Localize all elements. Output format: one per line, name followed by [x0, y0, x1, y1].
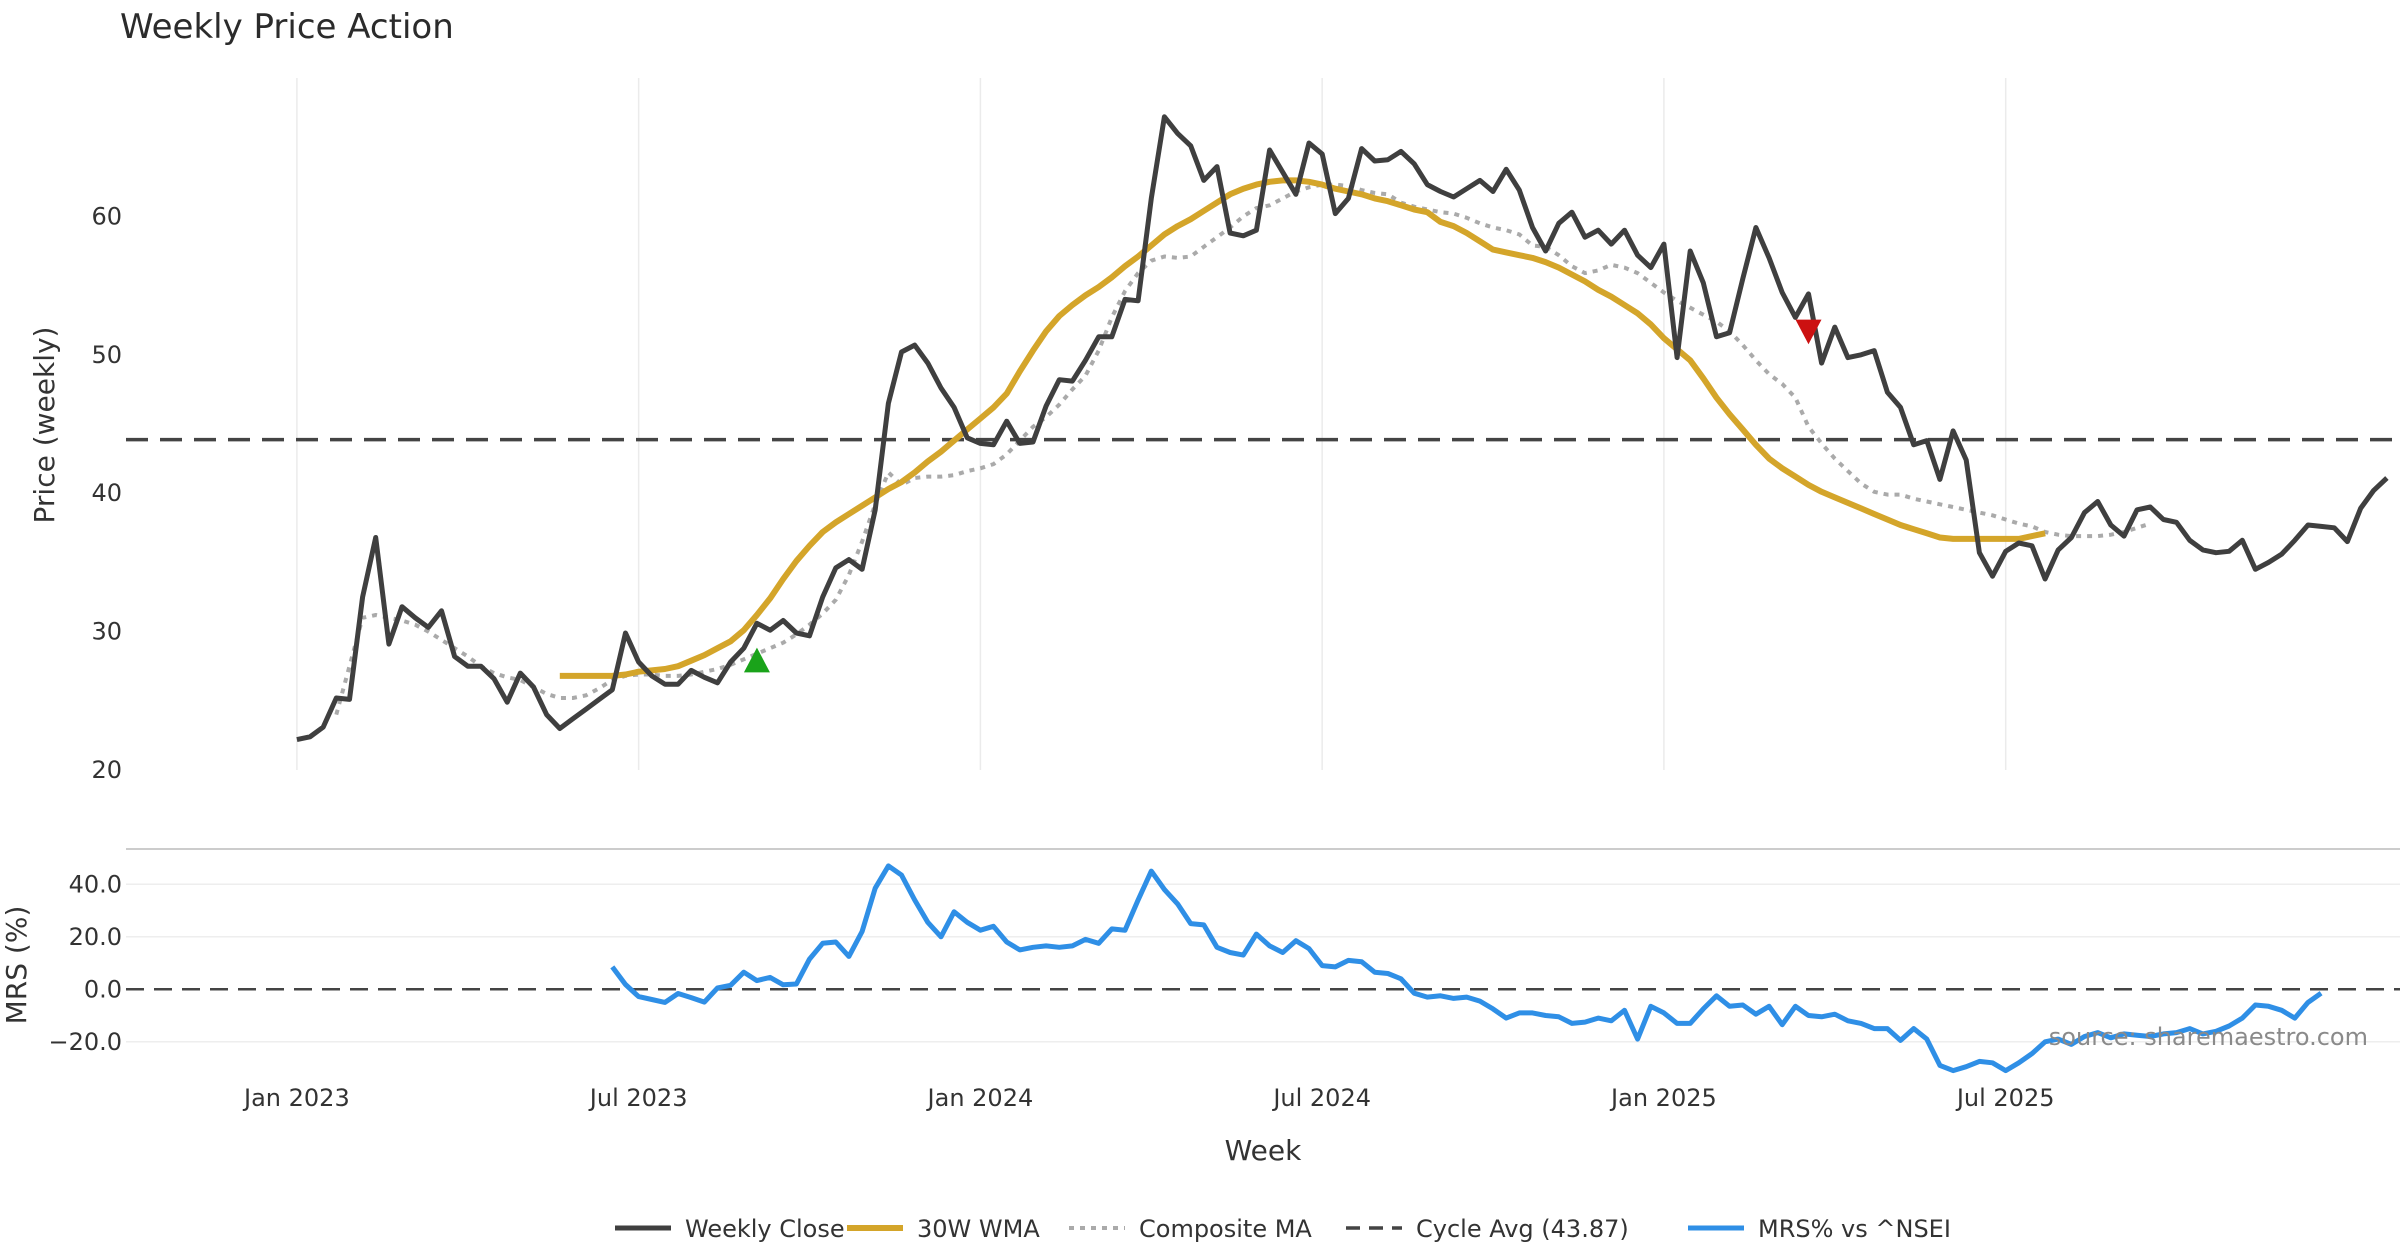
buy-signal-marker	[743, 647, 770, 673]
x-tick-1: Jul 2023	[588, 1084, 688, 1112]
mrs-gridlines	[126, 883, 2400, 1043]
mrs-series	[610, 863, 2323, 1074]
source-annotation: source: sharemaestro.com	[2049, 1023, 2368, 1051]
x-axis-label: Week	[1225, 1134, 1302, 1167]
x-tick-4: Jan 2025	[1609, 1084, 1717, 1112]
x-tick-0: Jan 2023	[242, 1084, 350, 1112]
price-series	[126, 114, 2400, 743]
legend: Weekly Close 30W WMA Composite MA Cycle Avg…	[615, 1215, 1951, 1243]
x-tick-3: Jul 2024	[1271, 1084, 1371, 1112]
legend-label-wma: 30W WMA	[917, 1215, 1040, 1243]
mrs-line	[610, 863, 2323, 1074]
sell-signal-marker	[1795, 319, 1822, 345]
legend-label-close: Weekly Close	[685, 1215, 845, 1243]
mrs-y-tick-2: 20.0	[69, 923, 122, 951]
wma-30w-line	[559, 177, 2046, 679]
price-y-axis-label: Price (weekly)	[28, 327, 61, 524]
x-tick-5: Jul 2025	[1955, 1084, 2055, 1112]
price-y-tick-40: 40	[91, 479, 122, 507]
legend-label-composite: Composite MA	[1139, 1215, 1312, 1243]
mrs-y-axis-label: MRS (%)	[0, 906, 33, 1025]
x-tick-2: Jan 2024	[926, 1084, 1034, 1112]
mrs-y-tick-1: 0.0	[84, 975, 122, 1003]
composite-ma-line	[334, 182, 2151, 716]
chart-title: Weekly Price Action	[120, 7, 454, 47]
price-y-tick-50: 50	[91, 341, 122, 369]
price-y-ticks: 20 30 40 50 60	[91, 202, 122, 784]
price-y-tick-20: 20	[91, 756, 122, 784]
legend-label-cycle: Cycle Avg (43.87)	[1416, 1215, 1629, 1243]
mrs-y-tick-3: 40.0	[69, 870, 122, 898]
price-y-tick-30: 30	[91, 618, 122, 646]
x-tick-labels: Jan 2023 Jul 2023 Jan 2024 Jul 2024 Jan 2025…	[242, 1084, 2054, 1112]
weekly-close-line	[296, 114, 2389, 743]
mrs-y-ticks: −20.0 0.0 20.0 40.0	[48, 870, 122, 1056]
price-gridlines	[296, 78, 2007, 770]
mrs-y-tick-0: −20.0	[48, 1028, 122, 1056]
legend-label-mrs: MRS% vs ^NSEI	[1758, 1215, 1951, 1243]
price-y-tick-60: 60	[91, 202, 122, 230]
